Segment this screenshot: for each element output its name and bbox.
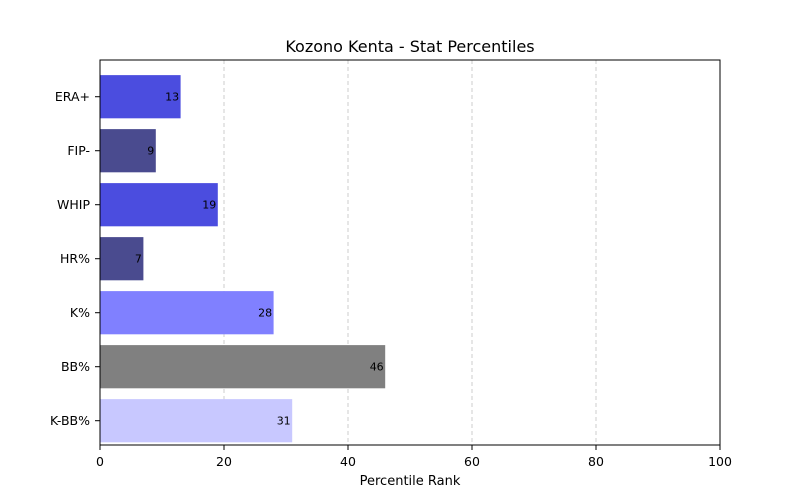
bar-whip bbox=[100, 183, 218, 227]
x-tick-label: 80 bbox=[588, 454, 604, 469]
y-axis-ticks: ERA+ FIP- WHIP HR% K% BB% K-BB% bbox=[50, 89, 100, 428]
x-axis-label: Percentile Rank bbox=[360, 474, 461, 489]
y-tick-label: ERA+ bbox=[55, 89, 90, 104]
bar-fip- bbox=[100, 129, 156, 173]
gridlines bbox=[223, 60, 597, 445]
bar-value-label: 28 bbox=[258, 307, 272, 320]
bar-value-label: 19 bbox=[202, 199, 216, 212]
x-axis-ticks: 0 20 40 60 80 100 bbox=[96, 445, 732, 469]
bar-value-label: 7 bbox=[135, 253, 142, 266]
y-tick-label: K% bbox=[70, 305, 90, 320]
bars bbox=[100, 75, 386, 443]
y-tick-label: BB% bbox=[61, 359, 90, 374]
y-tick-label: HR% bbox=[60, 251, 90, 266]
x-tick-label: 0 bbox=[96, 454, 104, 469]
bar-k- bbox=[100, 291, 274, 335]
value-labels: 13 9 19 7 28 46 31 bbox=[135, 91, 384, 428]
x-tick-label: 20 bbox=[216, 454, 232, 469]
bar-value-label: 13 bbox=[165, 91, 179, 104]
bar-bb- bbox=[100, 345, 386, 389]
x-tick-label: 60 bbox=[464, 454, 480, 469]
bar-value-label: 46 bbox=[370, 361, 384, 374]
bar-era- bbox=[100, 75, 181, 119]
bar-value-label: 9 bbox=[147, 145, 154, 158]
chart-title: Kozono Kenta - Stat Percentiles bbox=[285, 37, 534, 56]
y-tick-label: WHIP bbox=[57, 197, 90, 212]
x-tick-label: 40 bbox=[340, 454, 356, 469]
bar-hr- bbox=[100, 237, 144, 281]
y-tick-label: FIP- bbox=[67, 143, 90, 158]
bar-value-label: 31 bbox=[277, 415, 291, 428]
x-tick-label: 100 bbox=[708, 454, 732, 469]
bar-k-bb- bbox=[100, 399, 293, 443]
y-tick-label: K-BB% bbox=[50, 413, 90, 428]
plot-frame bbox=[99, 59, 721, 446]
